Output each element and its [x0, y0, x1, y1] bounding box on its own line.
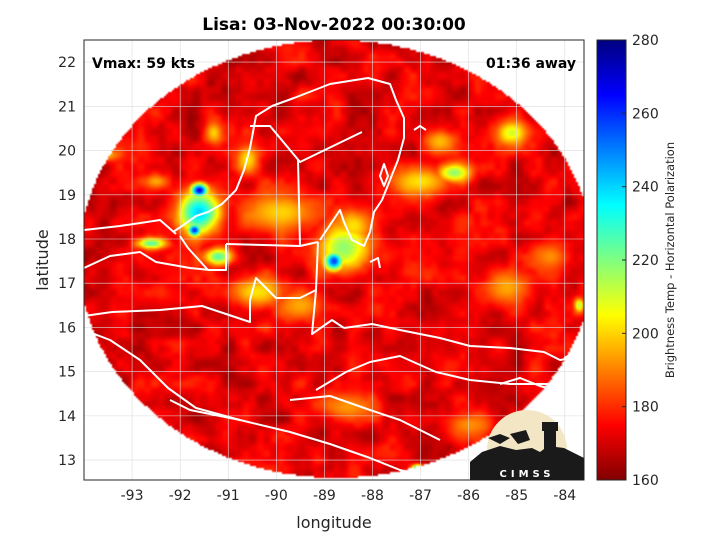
y-tick-label: 21: [58, 99, 76, 115]
x-tick-label: -84: [553, 488, 576, 504]
cimss-logo-text: CIMSS: [500, 469, 555, 480]
cimss-logo: CIMSS: [470, 410, 584, 480]
x-tick-label: -88: [361, 488, 384, 504]
chart-title: Lisa: 03-Nov-2022 00:30:00: [202, 15, 466, 35]
colorbar-tick-label: 280: [632, 33, 659, 49]
x-tick-label: -89: [313, 488, 336, 504]
vmax-annotation: Vmax: 59 kts: [92, 56, 195, 72]
y-tick-label: 14: [58, 409, 76, 425]
x-axis-label: longitude: [296, 513, 371, 532]
x-tick-labels: -93 -92 -91 -90 -89 -88 -87 -86 -85 -84: [121, 488, 577, 504]
y-tick-label: 15: [58, 365, 76, 381]
x-tick-label: -93: [121, 488, 144, 504]
colorbar-gradient: [596, 39, 627, 481]
y-tick-label: 13: [58, 453, 76, 469]
colorbar-label: Brightness Temp - Horizontal Polarizatio…: [663, 142, 677, 378]
colorbar-tick-label: 180: [632, 400, 659, 416]
colorbar-tick-label: 220: [632, 253, 659, 269]
axes-frame: [83, 39, 585, 481]
y-tick-label: 18: [58, 232, 76, 248]
y-tick-labels: 13 14 15 16 17 18 19 20 21 22: [58, 55, 76, 469]
y-tick-label: 20: [58, 144, 76, 160]
x-tick-label: -92: [169, 488, 192, 504]
colorbar-tick-label: 260: [632, 106, 659, 122]
colorbar-tick-label: 200: [632, 326, 659, 342]
colorbar-tick-label: 240: [632, 180, 659, 196]
y-tick-label: 17: [58, 276, 76, 292]
x-tick-label: -86: [457, 488, 480, 504]
x-tick-label: -91: [217, 488, 240, 504]
coastline-borders: [84, 40, 584, 480]
brightness-heatmap: [84, 40, 584, 480]
y-axis-label: latitude: [33, 229, 52, 290]
colorbar-tick-labels: 160 180 200 220 240 260 280: [622, 33, 659, 489]
x-tick-label: -87: [409, 488, 432, 504]
x-tick-label: -90: [265, 488, 288, 504]
y-tick-label: 16: [58, 320, 76, 336]
y-tick-label: 22: [58, 55, 76, 71]
y-tick-label: 19: [58, 188, 76, 204]
x-tick-label: -85: [505, 488, 528, 504]
colorbar-tick-label: 160: [632, 473, 659, 489]
time-away-annotation: 01:36 away: [486, 56, 576, 72]
colorbar: 160 180 200 220 240 260 280 Brightness Temp - …: [596, 33, 677, 489]
